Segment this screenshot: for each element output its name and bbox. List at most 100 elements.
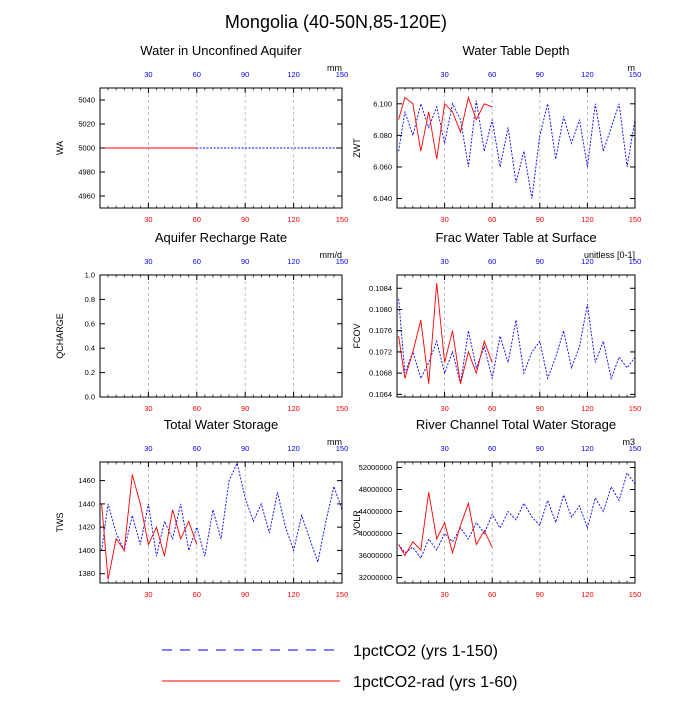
units-label: mm xyxy=(327,437,342,447)
x-tick-label-bottom: 150 xyxy=(629,590,642,599)
plot-frame xyxy=(99,274,343,398)
y-tick-label: 48000000 xyxy=(359,485,392,494)
y-tick-label: 1.0 xyxy=(85,271,95,280)
x-tick-label-bottom: 30 xyxy=(440,404,448,413)
x-tick-label-bottom: 90 xyxy=(241,404,249,413)
y-tick-label: 0.1080 xyxy=(369,305,392,314)
units-label: mm xyxy=(327,63,342,73)
x-tick-label-top: 30 xyxy=(144,257,152,266)
plot-frame xyxy=(396,461,636,584)
y-axis-label: WA xyxy=(55,141,65,155)
y-tick-label: 44000000 xyxy=(359,507,392,516)
panel-title: River Channel Total Water Storage xyxy=(416,417,616,432)
y-axis-label: TWS xyxy=(55,513,65,533)
y-tick-label: 5000 xyxy=(78,144,95,153)
y-tick-label: 0.2 xyxy=(85,368,95,377)
x-tick-label-top: 60 xyxy=(488,444,496,453)
x-tick-label-bottom: 60 xyxy=(193,590,201,599)
x-tick-label-bottom: 90 xyxy=(241,590,249,599)
y-tick-label: 1440 xyxy=(78,499,95,508)
x-tick-label-bottom: 30 xyxy=(144,404,152,413)
x-tick-label-top: 150 xyxy=(336,70,349,79)
y-tick-label: 1420 xyxy=(78,523,95,532)
series-line-1 xyxy=(398,298,636,384)
x-tick-label-top: 150 xyxy=(629,444,642,453)
x-tick-label-bottom: 90 xyxy=(241,215,249,224)
y-tick-label: 4960 xyxy=(78,192,95,201)
x-tick-label-bottom: 60 xyxy=(488,215,496,224)
y-tick-label: 1460 xyxy=(78,476,95,485)
series-line-1 xyxy=(398,471,636,560)
series-line-1 xyxy=(101,461,343,564)
y-axis-label: ZWT xyxy=(352,138,362,158)
x-tick-label-top: 60 xyxy=(488,70,496,79)
x-tick-label-top: 30 xyxy=(144,70,152,79)
legend-label-2: 1pctCO2-rad (yrs 1-60) xyxy=(353,674,518,691)
series-line-2 xyxy=(398,492,493,557)
x-tick-label-bottom: 150 xyxy=(336,590,349,599)
y-tick-label: 52000000 xyxy=(359,463,392,472)
x-tick-label-top: 60 xyxy=(193,70,201,79)
x-tick-label-top: 30 xyxy=(440,257,448,266)
series-line-2 xyxy=(398,95,493,160)
x-tick-label-bottom: 150 xyxy=(336,404,349,413)
x-tick-label-top: 120 xyxy=(287,70,300,79)
units-label: m xyxy=(628,63,636,73)
x-tick-label-top: 120 xyxy=(581,444,594,453)
x-tick-label-top: 150 xyxy=(336,444,349,453)
y-axis-label: FCOV xyxy=(352,323,362,348)
y-tick-label: 0.8 xyxy=(85,295,95,304)
y-tick-label: 6.040 xyxy=(373,194,392,203)
plot-frame xyxy=(396,87,636,209)
panel-title: Frac Water Table at Surface xyxy=(435,230,596,245)
x-tick-label-bottom: 90 xyxy=(536,590,544,599)
x-tick-label-top: 90 xyxy=(536,444,544,453)
legend: 1pctCO2 (yrs 1-150) 1pctCO2-rad (yrs 1-60… xyxy=(162,643,518,691)
panel-title: Aquifer Recharge Rate xyxy=(155,230,287,245)
panel-2: 30 30 60 60 90 90 120 120 150 150 6.040 6.060 6.080 6… xyxy=(352,43,641,224)
plot-frame xyxy=(99,461,343,584)
x-tick-label-top: 90 xyxy=(536,70,544,79)
units-label: m3 xyxy=(622,437,635,447)
x-tick-label-top: 60 xyxy=(193,257,201,266)
x-tick-label-bottom: 30 xyxy=(144,215,152,224)
y-tick-label: 5040 xyxy=(78,96,95,105)
x-tick-label-bottom: 120 xyxy=(287,215,300,224)
y-tick-label: 36000000 xyxy=(359,551,392,560)
x-tick-label-top: 30 xyxy=(440,444,448,453)
y-tick-label: 0.6 xyxy=(85,319,95,328)
panel-4: 30 30 60 60 90 90 120 120 150 150 0.1064 0.1068 0.10… xyxy=(352,230,641,413)
x-tick-label-top: 150 xyxy=(629,70,642,79)
panel-title: Water in Unconfined Aquifer xyxy=(140,43,302,58)
panel-title: Total Water Storage xyxy=(164,417,278,432)
panel-6: 30 30 60 60 90 90 120 120 150 150 32000000 36000000… xyxy=(352,417,641,599)
x-tick-label-bottom: 60 xyxy=(488,590,496,599)
y-tick-label: 6.100 xyxy=(373,99,392,108)
y-tick-label: 1380 xyxy=(78,569,95,578)
panel-3: 30 30 60 60 90 90 120 120 150 150 0.0 0.2 0.4 0.6 0.8 1… xyxy=(55,230,348,413)
x-tick-label-top: 30 xyxy=(144,444,152,453)
y-tick-label: 0.4 xyxy=(85,344,95,353)
x-tick-label-bottom: 120 xyxy=(581,590,594,599)
panel-1: 30 30 60 60 90 90 120 120 150 150 4960 4980 5000 5020… xyxy=(55,43,348,224)
x-tick-label-bottom: 60 xyxy=(193,215,201,224)
series-line-2 xyxy=(398,282,493,384)
x-tick-label-top: 90 xyxy=(241,444,249,453)
x-tick-label-bottom: 90 xyxy=(536,404,544,413)
x-tick-label-top: 120 xyxy=(581,257,594,266)
x-tick-label-bottom: 30 xyxy=(144,590,152,599)
x-tick-label-bottom: 120 xyxy=(581,404,594,413)
x-tick-label-top: 90 xyxy=(536,257,544,266)
y-tick-label: 0.1072 xyxy=(369,347,392,356)
panels: 30 30 60 60 90 90 120 120 150 150 4960 4980 5000 5020… xyxy=(55,43,641,599)
units-label: mm/d xyxy=(320,250,343,260)
x-tick-label-top: 150 xyxy=(629,257,642,266)
x-tick-label-top: 60 xyxy=(193,444,201,453)
x-tick-label-top: 90 xyxy=(241,70,249,79)
units-label: unitless [0-1] xyxy=(584,250,635,260)
x-tick-label-top: 120 xyxy=(287,444,300,453)
y-tick-label: 40000000 xyxy=(359,529,392,538)
y-tick-label: 0.1064 xyxy=(369,390,392,399)
